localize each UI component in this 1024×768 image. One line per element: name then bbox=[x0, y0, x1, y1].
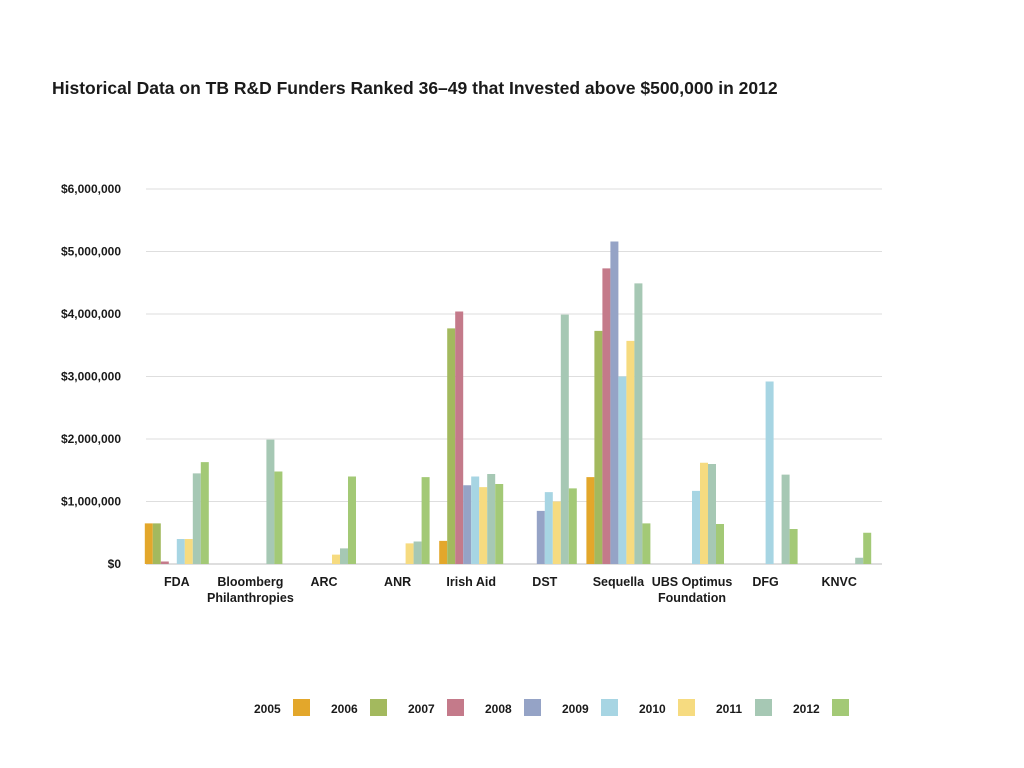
x-tick-label: DST bbox=[532, 575, 557, 589]
x-tick-label: Bloomberg Philanthropies bbox=[207, 575, 294, 605]
x-tick-label: KNVC bbox=[821, 575, 856, 589]
bar-2006-4 bbox=[447, 328, 456, 564]
bar-2009-7 bbox=[692, 490, 700, 564]
x-tick-label: Sequella bbox=[593, 575, 645, 589]
bar-2005-0 bbox=[144, 523, 153, 564]
x-tick-label: DFG bbox=[752, 575, 778, 589]
bar-2010-6 bbox=[626, 340, 635, 564]
bar-2008-6 bbox=[610, 241, 619, 564]
chart-title: Historical Data on TB R&D Funders Ranked… bbox=[52, 78, 778, 98]
bar-2010-3 bbox=[405, 543, 414, 564]
bar-2012-6 bbox=[642, 523, 651, 564]
bar-2010-0 bbox=[184, 539, 193, 564]
bar-2012-7 bbox=[716, 524, 724, 564]
x-tick-label: FDA bbox=[164, 575, 190, 589]
bar-2005-4 bbox=[439, 540, 448, 564]
bar-2011-4 bbox=[487, 474, 496, 564]
bar-2009-5 bbox=[544, 492, 553, 564]
bar-2010-2 bbox=[332, 554, 340, 564]
y-tick-label: $2,000,000 bbox=[61, 432, 121, 446]
bar-2011-6 bbox=[634, 283, 643, 564]
bar-2010-4 bbox=[479, 487, 488, 564]
y-tick-label: $1,000,000 bbox=[61, 495, 121, 509]
bar-2008-4 bbox=[463, 485, 472, 564]
bar-2007-4 bbox=[455, 311, 464, 564]
x-tick-label: UBS Optimus Foundation bbox=[652, 575, 733, 605]
y-tick-label: $3,000,000 bbox=[61, 370, 121, 384]
bar-2011-7 bbox=[708, 464, 716, 564]
bar-2010-7 bbox=[700, 462, 708, 564]
bar-2007-0 bbox=[160, 561, 169, 564]
bar-2007-6 bbox=[602, 268, 611, 564]
y-tick-label: $5,000,000 bbox=[61, 245, 121, 259]
y-tick-label: $4,000,000 bbox=[61, 307, 121, 321]
bar-2011-9 bbox=[855, 557, 864, 564]
bar-2006-6 bbox=[594, 330, 603, 564]
bar-2012-4 bbox=[495, 484, 504, 564]
bar-2005-6 bbox=[586, 477, 595, 564]
bar-2006-0 bbox=[152, 523, 161, 564]
x-tick-label: ARC bbox=[310, 575, 337, 589]
bar-2011-2 bbox=[340, 548, 348, 564]
bar-2011-3 bbox=[413, 541, 422, 564]
bar-2009-4 bbox=[471, 476, 480, 564]
bar-2012-1 bbox=[274, 471, 283, 564]
bar-2009-0 bbox=[176, 539, 185, 564]
bar-2012-3 bbox=[421, 477, 430, 564]
y-tick-label: $6,000,000 bbox=[61, 182, 121, 196]
bar-2012-5 bbox=[568, 488, 577, 564]
bar-2012-2 bbox=[348, 476, 356, 564]
bar-2011-8 bbox=[781, 474, 790, 564]
bar-2011-5 bbox=[560, 314, 569, 564]
bar-2011-0 bbox=[192, 473, 201, 564]
bar-2012-0 bbox=[200, 462, 209, 564]
bar-2012-9 bbox=[863, 532, 872, 564]
y-tick-label: $0 bbox=[108, 557, 122, 571]
bar-2008-5 bbox=[536, 510, 545, 564]
x-tick-label: Irish Aid bbox=[446, 575, 496, 589]
bar-2012-8 bbox=[789, 529, 798, 564]
bar-2009-8 bbox=[765, 381, 774, 564]
x-tick-label: ANR bbox=[384, 575, 411, 589]
bar-2011-1 bbox=[266, 439, 275, 564]
bar-2009-6 bbox=[618, 376, 627, 564]
bar-2010-5 bbox=[552, 501, 561, 564]
